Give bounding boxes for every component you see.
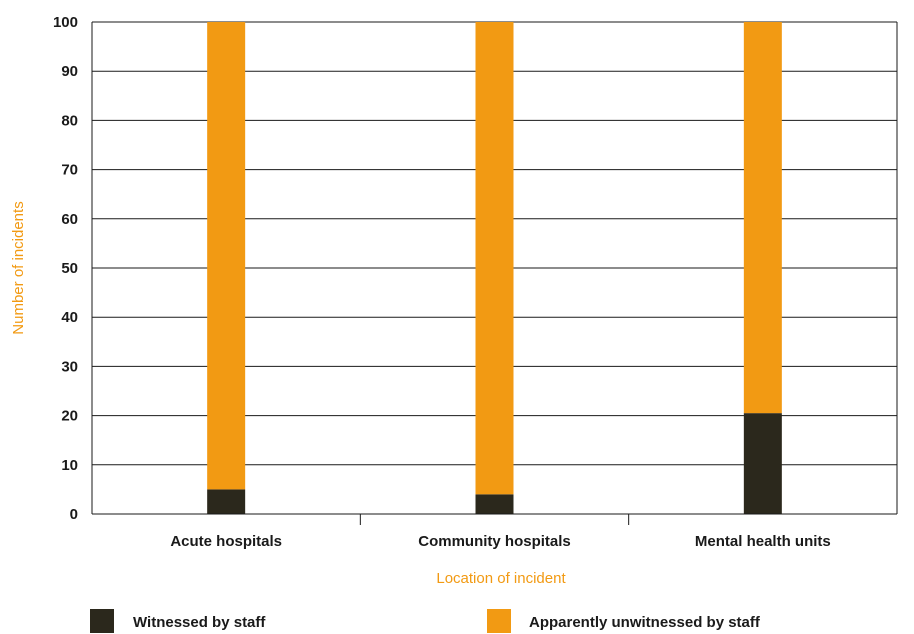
y-tick-label: 40 [61,309,78,326]
bar-segment [743,22,782,414]
y-axis-tick-labels: 0 10 20 30 40 50 60 70 80 90 100 [53,14,78,523]
y-tick-label: 10 [61,457,78,474]
y-tick-label: 70 [61,162,78,179]
bar-segment [475,494,514,514]
y-tick-label: 50 [61,260,78,277]
y-tick-label: 80 [61,112,78,129]
x-axis-title: Location of incident [436,570,566,587]
bar-segment [475,22,514,495]
legend-swatch [487,609,511,633]
bars [207,22,782,514]
y-axis-title: Number of incidents [10,201,27,334]
x-category-label: Mental health units [695,533,831,550]
bar-segment [207,489,246,514]
x-axis-category-labels: Acute hospitals Community hospitals Mental… [170,533,830,550]
x-axis [92,513,897,525]
legend-label: Apparently unwitnessed by staff [529,614,761,631]
legend: Witnessed by staff Apparently unwitnessed… [90,609,761,633]
legend-swatch [90,609,114,633]
y-tick-label: 100 [53,14,78,31]
y-tick-label: 90 [61,63,78,80]
bar-segment [743,413,782,514]
y-tick-label: 30 [61,358,78,375]
x-category-label: Acute hospitals [170,533,282,550]
y-tick-label: 0 [70,506,78,523]
y-tick-label: 20 [61,408,78,425]
legend-label: Witnessed by staff [133,614,266,631]
y-tick-label: 60 [61,211,78,228]
bar-segment [207,22,246,490]
x-category-label: Community hospitals [418,533,571,550]
